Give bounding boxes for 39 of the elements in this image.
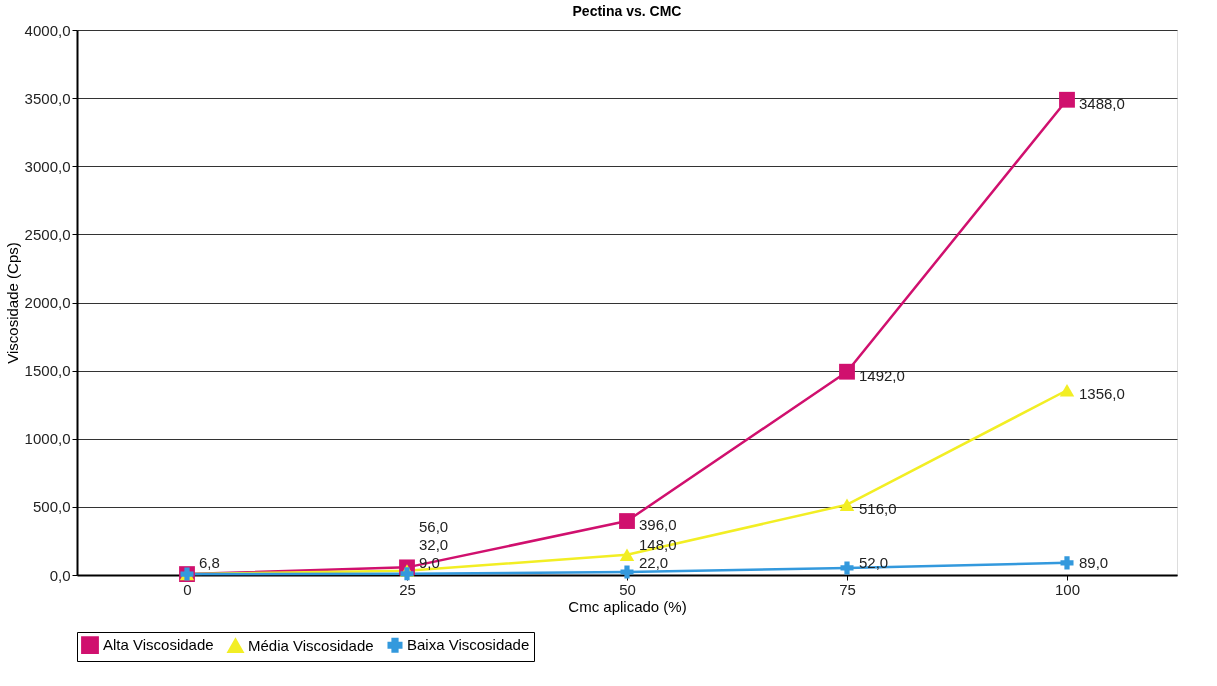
x-tick-label: 100 xyxy=(1054,580,1081,598)
x-tick-label: 25 xyxy=(399,580,416,598)
point xyxy=(619,513,635,529)
data-label: 1356,0 xyxy=(1079,385,1125,403)
data-label: 32,0 xyxy=(419,536,449,553)
y-tick-label: 1000,0 xyxy=(24,430,71,448)
y-tick-label: 4000,0 xyxy=(24,21,71,39)
point xyxy=(1059,383,1075,397)
x-tick-label: 75 xyxy=(839,580,856,598)
y-tick-label: 500,0 xyxy=(32,498,71,516)
data-label: 1492,0 xyxy=(859,366,905,384)
data-label: 89,0 xyxy=(1079,554,1109,571)
point xyxy=(839,498,855,511)
chart-title: Pectina vs. CMC xyxy=(572,3,682,19)
data-label: 6,8 xyxy=(199,554,220,571)
point xyxy=(619,548,635,562)
point xyxy=(620,565,634,579)
data-label: 22,0 xyxy=(639,554,669,571)
y-axis-title: Viscosidade (Cps) xyxy=(3,242,21,364)
y-tick-label: 3000,0 xyxy=(24,157,71,175)
data-label: 3488,0 xyxy=(1079,94,1125,112)
legend-label: Baixa Viscosidade xyxy=(407,636,530,654)
x-tick-label: 0 xyxy=(183,580,192,598)
data-label: 396,0 xyxy=(639,516,677,534)
point xyxy=(400,567,414,581)
x-tick-label: 50 xyxy=(619,580,636,598)
y-tick-label: 2000,0 xyxy=(24,294,71,311)
legend-label: Média Viscosidade xyxy=(248,636,374,654)
y-tick-label: 3500,0 xyxy=(24,89,71,107)
point xyxy=(1059,91,1075,108)
legend-label: Alta Viscosidade xyxy=(103,636,214,654)
x-axis-title: Cmc aplicado (%) xyxy=(568,597,687,615)
point xyxy=(840,561,854,575)
point xyxy=(839,363,855,380)
data-label: 56,0 xyxy=(419,518,449,535)
y-tick-label: 1500,0 xyxy=(24,362,71,380)
point xyxy=(1060,556,1074,570)
y-tick-label: 2500,0 xyxy=(24,225,71,243)
y-tick-label: 0,0 xyxy=(49,566,71,584)
